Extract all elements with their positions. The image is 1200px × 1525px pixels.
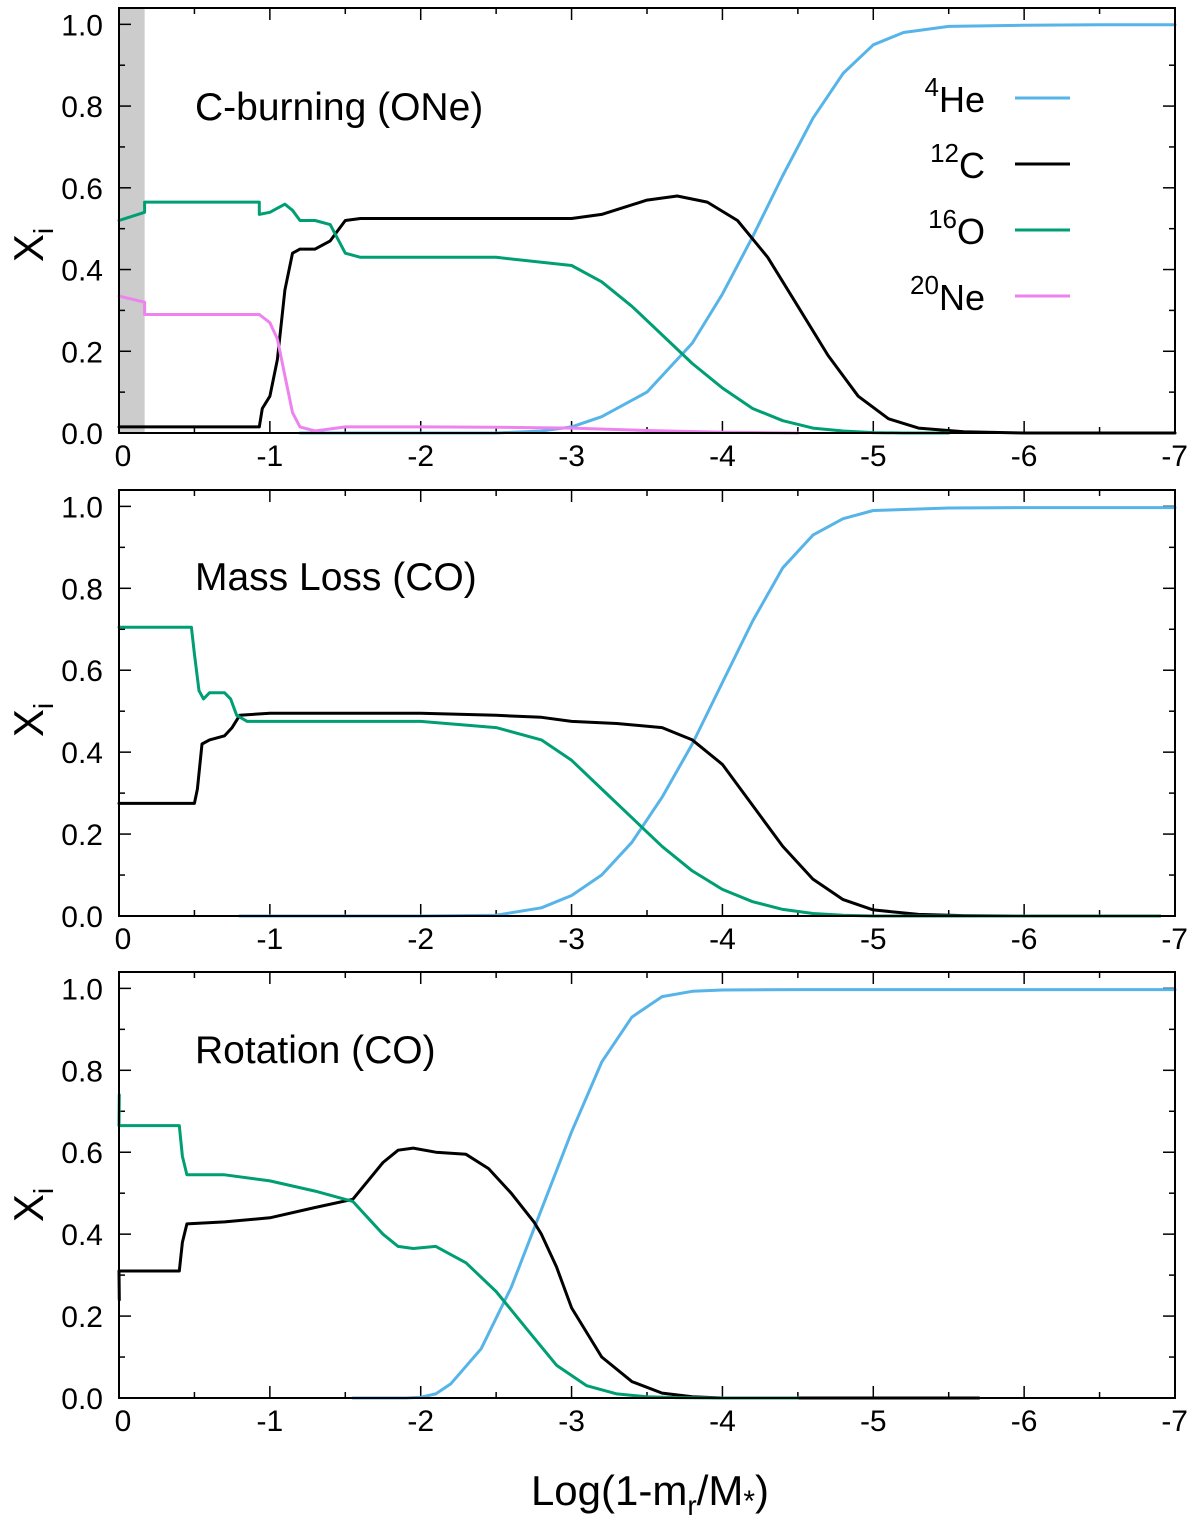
x-tick-label: -6 <box>1011 440 1038 473</box>
x-tick-label: -7 <box>1161 440 1188 473</box>
x-tick-label: -7 <box>1161 923 1188 956</box>
y-tick-label: 0.6 <box>61 655 103 688</box>
y-tick-label: 0.2 <box>61 819 103 852</box>
plot-series <box>117 988 1177 1400</box>
x-tick-labels: 0 -1 -2 -3 -4 -5 -6 -7 <box>115 440 1188 473</box>
legend-label-O16: 16O <box>928 204 985 252</box>
x-tick-label: -4 <box>709 440 736 473</box>
y-tick-labels: 0.0 0.2 0.4 0.6 0.8 1.0 <box>61 973 103 1416</box>
series-line-O16 <box>117 200 951 435</box>
y-axis-label: Xi <box>5 228 59 262</box>
x-tick-label: -1 <box>257 440 284 473</box>
y-tick-label: 0.2 <box>61 1301 103 1334</box>
legend-label-C12: 12C <box>930 138 985 186</box>
x-tick-label: -3 <box>558 923 585 956</box>
x-tick-label: -4 <box>709 1405 736 1438</box>
series-line-C12 <box>117 711 1162 918</box>
y-tick-label: 1.0 <box>61 491 103 524</box>
y-tick-labels: 0.0 0.2 0.4 0.6 0.8 1.0 <box>61 491 103 934</box>
legend-label-He4: 4He <box>925 72 986 120</box>
y-tick-label: 0.4 <box>61 1219 103 1252</box>
x-tick-label: -5 <box>860 923 887 956</box>
plot-series <box>117 506 1177 918</box>
y-tick-label: 0.0 <box>61 901 103 934</box>
x-tick-labels: 0 -1 -2 -3 -4 -5 -6 -7 <box>115 1405 1188 1438</box>
x-tick-label: -6 <box>1011 923 1038 956</box>
y-tick-label: 0.4 <box>61 255 103 288</box>
legend: 4He 12C 16O 20Ne <box>910 72 1070 318</box>
series-line-O16 <box>117 1093 800 1400</box>
plot-frame <box>118 7 1176 434</box>
x-tick-label: -3 <box>558 440 585 473</box>
x-tick-label: -7 <box>1161 1405 1188 1438</box>
axis-ticks <box>118 490 1176 917</box>
plot-series <box>117 23 1177 435</box>
y-tick-label: 0.8 <box>61 1055 103 1088</box>
y-tick-label: 0.2 <box>61 336 103 369</box>
panel-mass-loss: 0 -1 -2 -3 -4 -5 -6 -7 0.0 0.2 0.4 0.6 0.8 1.0 Mass … <box>5 489 1188 956</box>
panel-rotation: 0 -1 -2 -3 -4 -5 -6 -7 0.0 0.2 0.4 0.6 0.8 1.0 Rotat… <box>5 971 1188 1521</box>
series-line-O16 <box>117 625 1162 918</box>
x-tick-labels: 0 -1 -2 -3 -4 -5 -6 -7 <box>115 923 1188 956</box>
x-tick-label: -1 <box>257 1405 284 1438</box>
x-tick-label: -4 <box>709 923 736 956</box>
x-tick-label: -3 <box>558 1405 585 1438</box>
y-tick-label: 1.0 <box>61 9 103 42</box>
x-tick-label: 0 <box>115 1405 132 1438</box>
x-tick-label: 0 <box>115 440 132 473</box>
x-tick-label: -5 <box>860 440 887 473</box>
x-tick-label: -1 <box>257 923 284 956</box>
y-tick-label: 0.4 <box>61 737 103 770</box>
x-tick-label: -2 <box>407 1405 434 1438</box>
y-axis-label: Xi <box>5 1188 59 1222</box>
legend-label-Ne20: 20Ne <box>910 270 985 318</box>
y-tick-labels: 0.0 0.2 0.4 0.6 0.8 1.0 <box>61 9 103 451</box>
y-tick-label: 1.0 <box>61 973 103 1006</box>
y-tick-label: 0.0 <box>61 418 103 451</box>
panel-title: Rotation (CO) <box>195 1029 436 1072</box>
y-tick-label: 0.8 <box>61 573 103 606</box>
series-line-C12 <box>117 194 1177 435</box>
series-line-C12 <box>117 1146 981 1400</box>
y-tick-label: 0.8 <box>61 91 103 124</box>
panel-c-burning: 0 -1 -2 -3 -4 -5 -6 -7 0.0 0.2 0.4 0.6 0.8 1.0 C-bur… <box>5 7 1188 473</box>
x-tick-label: 0 <box>115 923 132 956</box>
x-tick-label: -5 <box>860 1405 887 1438</box>
x-tick-label: -2 <box>407 440 434 473</box>
series-line-Ne20 <box>117 294 800 435</box>
x-tick-label: -6 <box>1011 1405 1038 1438</box>
x-axis-label: Log(1-mr/M*) <box>531 1467 769 1521</box>
plot-frame <box>118 489 1176 917</box>
panel-title: C-burning (ONe) <box>195 86 483 129</box>
panel-title: Mass Loss (CO) <box>195 556 477 599</box>
y-tick-label: 0.6 <box>61 173 103 206</box>
y-tick-label: 0.0 <box>61 1383 103 1416</box>
series-line-He4 <box>238 506 1177 918</box>
x-tick-label: -2 <box>407 923 434 956</box>
plot-frame <box>118 971 1176 1399</box>
axis-ticks <box>118 8 1176 434</box>
series-line-He4 <box>351 988 1177 1400</box>
y-axis-label: Xi <box>5 703 59 737</box>
y-tick-label: 0.6 <box>61 1137 103 1170</box>
